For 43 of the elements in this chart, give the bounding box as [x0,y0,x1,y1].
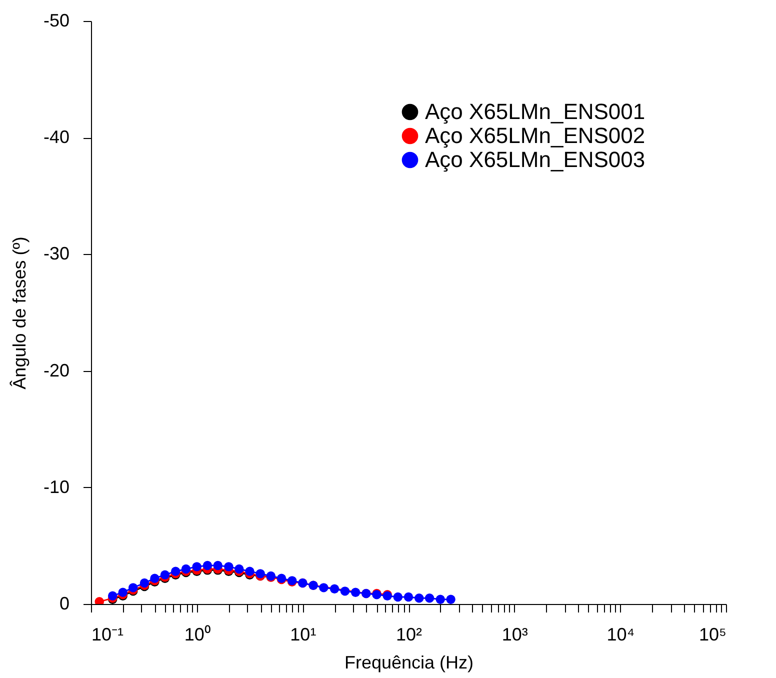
point [330,584,340,594]
point [350,588,360,597]
x-tick-label: 10⁵ [699,624,726,644]
legend-label: Aço X65LMn_ENS001 [425,99,646,124]
x-tick-label: 10⁰ [184,624,210,644]
point [128,583,138,592]
y-tick-label: -10 [43,476,70,497]
point [213,560,222,570]
point [245,566,254,576]
x-tick-label: 10³ [502,624,528,644]
point [140,578,150,588]
point [436,594,445,604]
x-axis-title: Frequência (Hz) [344,652,474,672]
point [202,560,212,570]
legend-label: Aço X65LMn_ENS003 [425,147,646,172]
y-tick-label: -40 [43,127,70,148]
point [170,566,180,576]
point [160,570,170,580]
x-tick-label: 10⁻¹ [92,624,124,644]
point [404,592,414,602]
point [319,583,328,592]
y-tick-label: -50 [43,10,70,30]
x-tick-label: 10¹ [290,624,316,644]
point [393,592,403,602]
point [192,562,202,572]
point [224,562,234,572]
x-tick-label: 10⁴ [606,624,635,644]
point [108,591,118,600]
point [446,594,456,604]
point [234,564,244,574]
y-tick-label: -30 [43,244,70,264]
legend-label: Aço X65LMn_ENS002 [425,123,646,148]
point [150,574,160,583]
x-tick-label: 10² [396,624,422,644]
point [181,564,191,574]
y-axis-title: Ângulo de fases (º) [9,236,30,390]
y-tick-label: 0 [59,594,70,614]
point [118,588,128,597]
point [256,569,265,578]
point [340,586,350,596]
y-tick-label: -20 [43,360,70,380]
point [424,594,434,603]
point [414,594,424,603]
